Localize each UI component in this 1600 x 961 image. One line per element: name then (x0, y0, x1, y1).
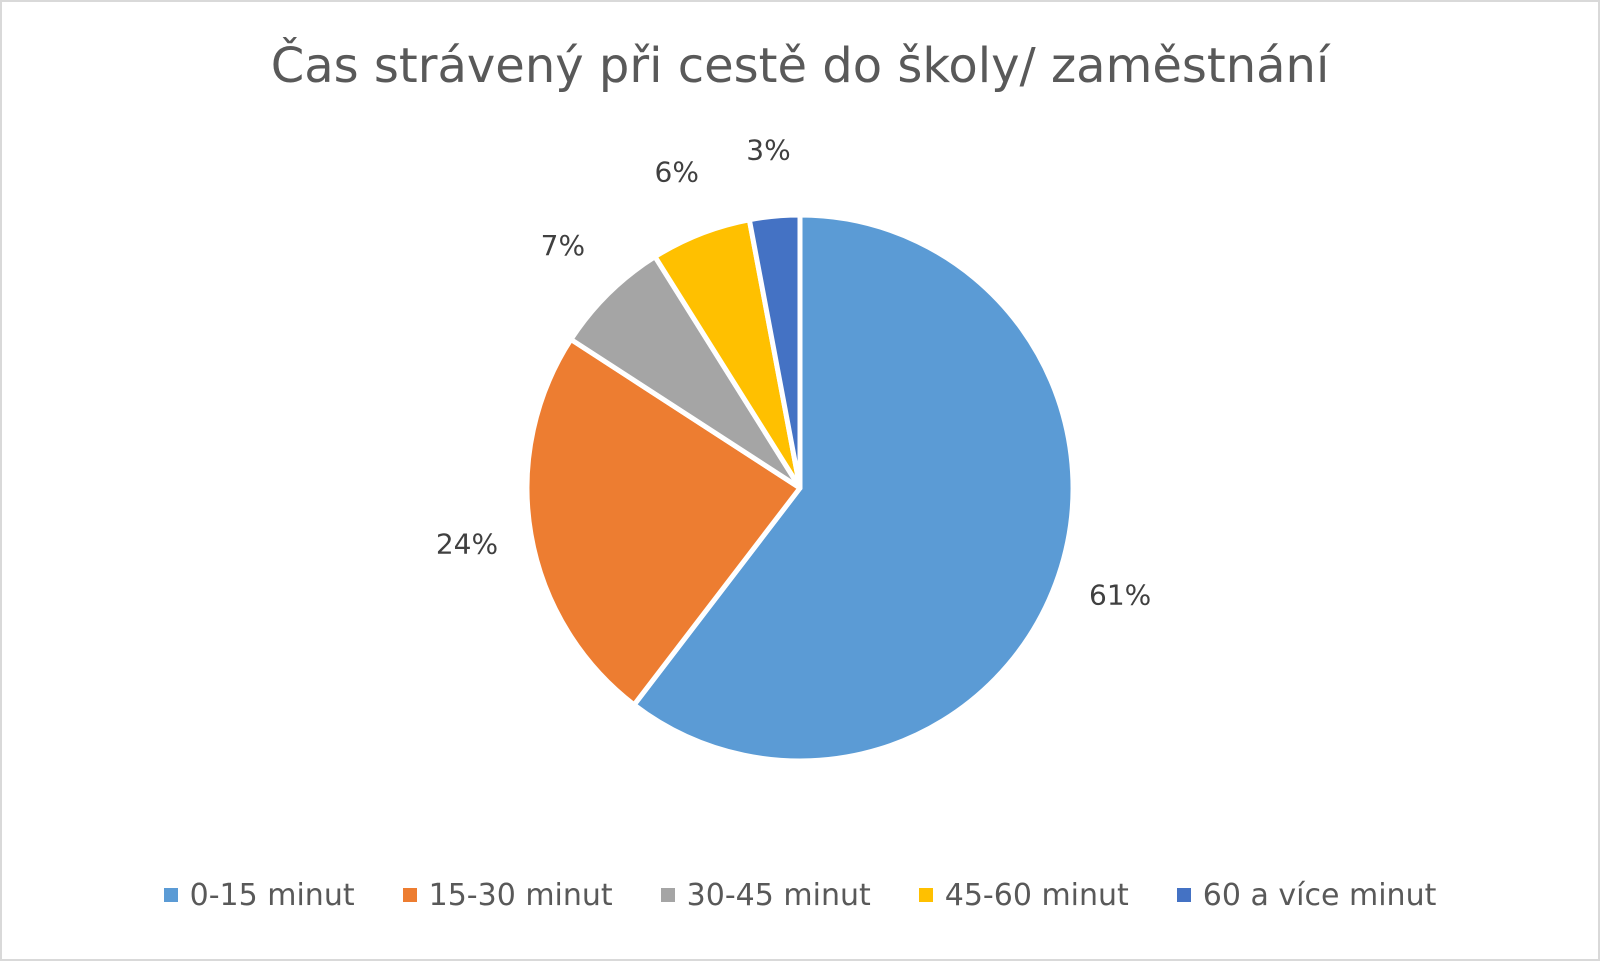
pie-slice-1 (631, 212, 1076, 764)
data-label-4: 6% (655, 155, 699, 188)
data-label-2: 24% (436, 528, 498, 561)
data-label-1: 61% (1089, 578, 1151, 611)
chart-title: Čas strávený při cestě do školy/ zaměstn… (270, 38, 1330, 94)
legend-swatch (163, 888, 178, 902)
legend-item: 30-45 minut (660, 877, 871, 913)
data-label-3: 7% (541, 229, 585, 262)
pie-slice-5 (746, 212, 803, 491)
legend-item: 45-60 minut (918, 877, 1129, 913)
legend-item: 0-15 minut (163, 877, 355, 913)
data-label-5: 3% (746, 133, 790, 166)
legend-label: 30-45 minut (686, 877, 871, 913)
chart-legend: 0-15 minut 15-30 minut 30-45 minut 45-60… (0, 870, 1600, 920)
legend-label: 0-15 minut (189, 877, 355, 913)
legend-label: 60 a více minut (1202, 877, 1437, 913)
legend-swatch (1176, 888, 1191, 902)
legend-label: 45-60 minut (944, 877, 1129, 913)
legend-label: 15-30 minut (428, 877, 613, 913)
legend-item: 60 a více minut (1176, 877, 1437, 913)
legend-swatch (660, 888, 675, 902)
legend-swatch (402, 888, 417, 902)
legend-swatch (918, 888, 933, 902)
legend-item: 15-30 minut (402, 877, 613, 913)
pie-slice-2 (524, 336, 803, 708)
